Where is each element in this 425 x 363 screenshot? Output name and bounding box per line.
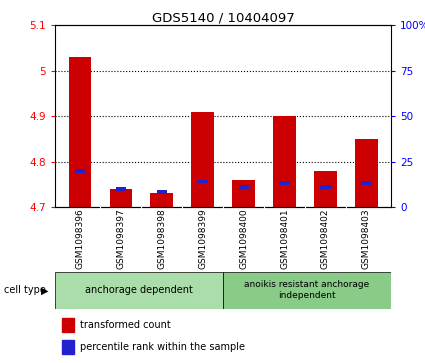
Bar xyxy=(157,191,167,195)
Text: GSM1098398: GSM1098398 xyxy=(157,208,166,269)
Bar xyxy=(150,193,173,207)
Text: anoikis resistant anchorage
independent: anoikis resistant anchorage independent xyxy=(244,280,370,301)
Bar xyxy=(75,169,85,173)
Text: anchorage dependent: anchorage dependent xyxy=(85,285,193,295)
Bar xyxy=(280,182,289,185)
Text: ▶: ▶ xyxy=(41,285,48,295)
Bar xyxy=(223,272,391,309)
Text: GSM1098402: GSM1098402 xyxy=(321,208,330,269)
Bar xyxy=(116,187,126,191)
Bar xyxy=(198,180,208,184)
Bar xyxy=(191,112,214,207)
Text: cell type: cell type xyxy=(4,285,46,295)
Bar xyxy=(68,57,91,207)
Text: transformed count: transformed count xyxy=(80,320,171,330)
Bar xyxy=(62,318,74,332)
Bar xyxy=(62,339,74,354)
Bar xyxy=(273,116,296,207)
Text: GSM1098400: GSM1098400 xyxy=(239,208,248,269)
Bar xyxy=(320,185,331,189)
Text: GSM1098403: GSM1098403 xyxy=(362,208,371,269)
Text: GSM1098396: GSM1098396 xyxy=(75,208,84,269)
Text: GSM1098401: GSM1098401 xyxy=(280,208,289,269)
Bar xyxy=(361,182,371,185)
Bar xyxy=(110,189,132,207)
Text: GSM1098397: GSM1098397 xyxy=(116,208,125,269)
Text: percentile rank within the sample: percentile rank within the sample xyxy=(80,342,245,352)
Title: GDS5140 / 10404097: GDS5140 / 10404097 xyxy=(152,11,295,24)
Bar xyxy=(55,272,223,309)
Bar xyxy=(232,180,255,207)
Bar xyxy=(238,185,249,189)
Bar xyxy=(355,139,378,207)
Bar xyxy=(314,171,337,207)
Text: GSM1098399: GSM1098399 xyxy=(198,208,207,269)
